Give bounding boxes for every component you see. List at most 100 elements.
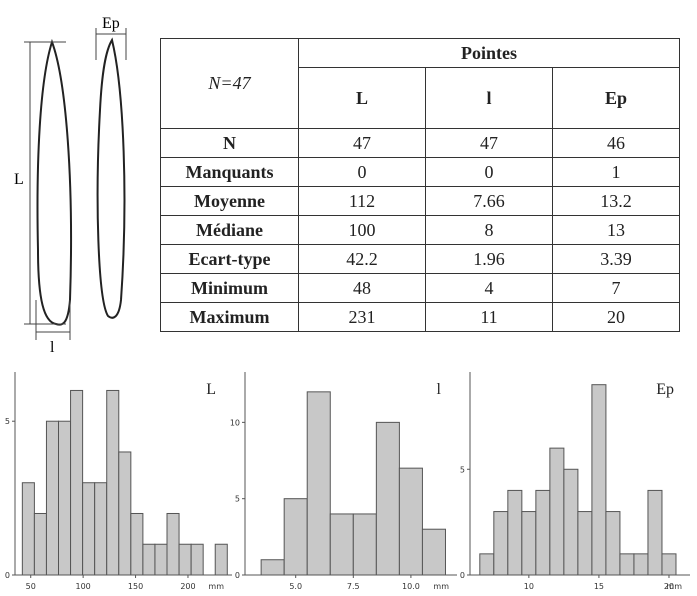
bar bbox=[82, 482, 96, 576]
table-cell: 0 bbox=[425, 157, 553, 187]
thickness-label: Ep bbox=[102, 15, 120, 32]
table-cell: 1 bbox=[552, 157, 680, 187]
row-label: Manquants bbox=[160, 157, 299, 187]
x-unit: mm bbox=[433, 582, 449, 591]
table-cell: 4 bbox=[425, 273, 553, 303]
chart-title: L bbox=[206, 381, 216, 398]
histogram: 0 5 50 100 150 200 mm L bbox=[5, 372, 232, 591]
x-tick-label: 150 bbox=[128, 582, 143, 591]
bar bbox=[563, 468, 579, 576]
x-tick-label: 200 bbox=[180, 582, 195, 591]
bar bbox=[58, 420, 72, 576]
table-row: Ecart-type 42.2 1.96 3.39 bbox=[160, 244, 680, 274]
bar bbox=[479, 553, 495, 576]
bar bbox=[619, 553, 635, 576]
y-tick-label: 0 bbox=[5, 571, 10, 580]
table-cell: 1.96 bbox=[425, 244, 553, 274]
table-cell: 42.2 bbox=[298, 244, 426, 274]
bar bbox=[329, 513, 354, 576]
bar bbox=[577, 511, 593, 576]
table-row: N=47 Pointes bbox=[160, 38, 680, 129]
row-label: N bbox=[160, 128, 299, 158]
table-cell: 0 bbox=[298, 157, 426, 187]
x-tick-label: 15 bbox=[594, 582, 604, 591]
x-tick-label: 7.5 bbox=[347, 582, 360, 591]
y-tick-label: 5 bbox=[235, 495, 240, 504]
table-cell: 100 bbox=[298, 215, 426, 245]
row-label: Ecart-type bbox=[160, 244, 299, 274]
x-tick-label: 5.0 bbox=[289, 582, 302, 591]
bar bbox=[94, 482, 108, 576]
bar bbox=[549, 447, 565, 576]
table-row: Maximum 231 11 20 bbox=[160, 302, 680, 332]
column-header: Ep bbox=[552, 67, 680, 129]
bar bbox=[352, 513, 377, 576]
dimension-lines bbox=[24, 28, 127, 340]
y-tick-label: 10 bbox=[230, 418, 240, 427]
bar bbox=[521, 511, 537, 576]
row-label: Médiane bbox=[160, 215, 299, 245]
bar bbox=[190, 543, 204, 576]
bar bbox=[70, 389, 84, 576]
table-cell: 112 bbox=[298, 186, 426, 216]
histogram: 0 5 10 5.0 7.5 10.0 mm l bbox=[230, 372, 457, 591]
bar bbox=[605, 511, 621, 576]
bar bbox=[647, 489, 663, 576]
bar bbox=[142, 543, 156, 576]
bar bbox=[283, 498, 308, 576]
bar bbox=[661, 553, 677, 576]
table-cell: 13 bbox=[552, 215, 680, 245]
table-cell: 46 bbox=[552, 128, 680, 158]
point-profile bbox=[96, 37, 126, 319]
bar bbox=[178, 543, 192, 576]
table-row: Moyenne 112 7.66 13.2 bbox=[160, 186, 680, 216]
x-tick-label: 50 bbox=[26, 582, 36, 591]
point-drawing bbox=[36, 37, 126, 326]
bar bbox=[633, 553, 649, 576]
width-label: l bbox=[50, 339, 55, 356]
y-tick-label: 0 bbox=[460, 571, 465, 580]
bar bbox=[118, 451, 132, 576]
bar bbox=[21, 482, 35, 576]
y-tick-label: 5 bbox=[460, 465, 465, 474]
bar bbox=[45, 420, 60, 576]
bar bbox=[130, 512, 144, 576]
table-cell: 8 bbox=[425, 215, 553, 245]
chart-title: Ep bbox=[656, 381, 674, 398]
column-header: L bbox=[298, 67, 426, 129]
table-row: Manquants 0 0 1 bbox=[160, 157, 680, 187]
table-cell: 7 bbox=[552, 273, 680, 303]
table-cell: 13.2 bbox=[552, 186, 680, 216]
table-row: Médiane 100 8 13 bbox=[160, 215, 680, 245]
bar bbox=[154, 543, 168, 576]
point-outline bbox=[36, 38, 73, 326]
bar bbox=[166, 512, 180, 576]
bar bbox=[306, 391, 331, 576]
row-label: Minimum bbox=[160, 273, 299, 303]
row-label: Moyenne bbox=[160, 186, 299, 216]
bar bbox=[33, 512, 47, 576]
bar bbox=[106, 389, 120, 576]
bar bbox=[493, 511, 509, 576]
table-cell: 47 bbox=[298, 128, 426, 158]
table-cell: 231 bbox=[298, 302, 426, 332]
table-cell: 11 bbox=[425, 302, 553, 332]
x-tick-label: 20 bbox=[664, 582, 674, 591]
column-header: l bbox=[425, 67, 553, 129]
bar bbox=[591, 384, 607, 576]
table-cell: 47 bbox=[425, 128, 553, 158]
bar bbox=[507, 489, 523, 576]
length-label: L bbox=[14, 171, 24, 188]
bar bbox=[260, 559, 285, 576]
column-group: Pointes bbox=[298, 38, 680, 68]
x-unit: mm bbox=[666, 582, 682, 591]
bar bbox=[535, 489, 551, 576]
table-row: Minimum 48 4 7 bbox=[160, 273, 680, 303]
table-cell: 7.66 bbox=[425, 186, 553, 216]
bar bbox=[421, 528, 446, 576]
x-tick-label: 10 bbox=[524, 582, 534, 591]
